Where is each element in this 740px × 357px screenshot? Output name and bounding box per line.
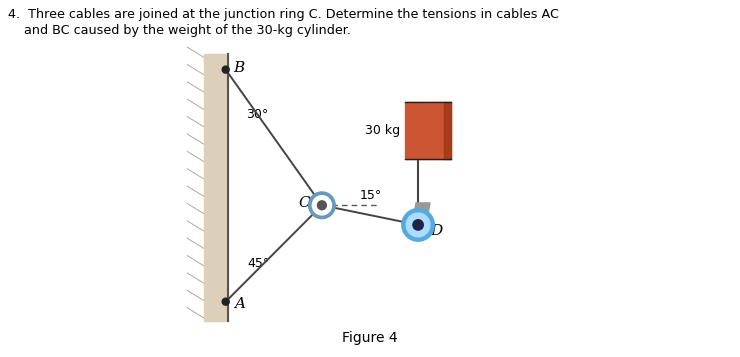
Circle shape xyxy=(402,208,434,241)
Circle shape xyxy=(222,298,229,305)
Circle shape xyxy=(413,220,423,230)
Circle shape xyxy=(309,192,335,218)
Text: Figure 4: Figure 4 xyxy=(342,331,398,345)
Bar xyxy=(204,54,228,321)
Text: 45°: 45° xyxy=(248,257,270,270)
Circle shape xyxy=(317,201,326,210)
Text: C: C xyxy=(298,196,310,210)
Text: A: A xyxy=(234,297,245,311)
Text: 30°: 30° xyxy=(246,108,268,121)
Circle shape xyxy=(222,66,229,73)
Bar xyxy=(444,102,451,159)
Text: D: D xyxy=(430,224,443,238)
Text: B: B xyxy=(234,61,245,75)
Text: 4.  Three cables are joined at the junction ring C. Determine the tensions in ca: 4. Three cables are joined at the juncti… xyxy=(8,8,559,21)
Text: 30 kg: 30 kg xyxy=(365,124,400,137)
Text: 15°: 15° xyxy=(360,189,382,202)
Bar xyxy=(405,102,451,159)
Circle shape xyxy=(406,213,430,237)
Text: and BC caused by the weight of the 30-kg cylinder.: and BC caused by the weight of the 30-kg… xyxy=(8,24,351,37)
Circle shape xyxy=(312,196,332,215)
Polygon shape xyxy=(411,203,430,228)
